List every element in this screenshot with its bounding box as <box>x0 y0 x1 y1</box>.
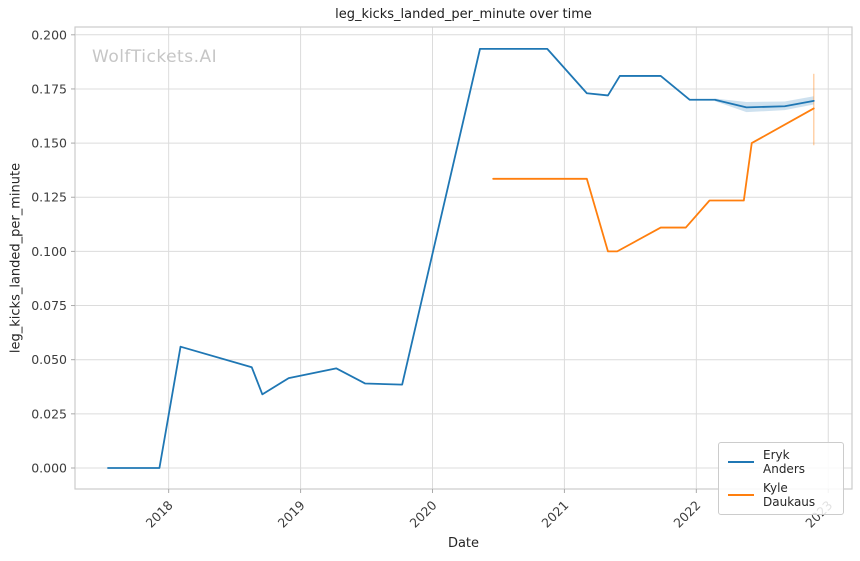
y-tick-label: 0.175 <box>31 81 67 96</box>
x-tick-label: 2018 <box>143 497 176 530</box>
y-tick-label: 0.050 <box>31 352 67 367</box>
legend-item: Eryk Anders <box>728 448 834 476</box>
series-line-eryk-anders <box>107 47 815 469</box>
legend-swatch-eryk-anders <box>728 461 754 463</box>
axes-spines <box>74 26 853 490</box>
legend-item: Kyle Daukaus <box>728 481 834 509</box>
y-tick-label: 0.200 <box>31 27 67 42</box>
chart-title: leg_kicks_landed_per_minute over time <box>335 7 592 22</box>
x-tick-label: 2021 <box>538 498 571 531</box>
y-tick-label: 0.000 <box>31 460 67 475</box>
legend-swatch-kyle-daukaus <box>728 494 754 496</box>
y-axis-label: leg_kicks_landed_per_minute <box>8 162 24 354</box>
y-tick-label: 0.150 <box>31 136 67 151</box>
x-tick-label: 2020 <box>407 497 440 530</box>
legend-label: Eryk Anders <box>763 448 805 476</box>
y-tick-label: 0.125 <box>31 190 67 205</box>
x-axis-label: Date <box>447 536 480 551</box>
y-tick-label: 0.025 <box>31 406 67 421</box>
x-tick-label: 2022 <box>670 498 703 531</box>
legend-label: Kyle Daukaus <box>763 481 816 509</box>
legend: Eryk Anders Kyle Daukaus <box>718 442 844 515</box>
x-tick-label: 2019 <box>275 497 308 530</box>
watermark: WolfTickets.AI <box>92 47 218 67</box>
series-line-kyle-daukaus <box>492 107 815 253</box>
y-tick-label: 0.075 <box>31 298 67 313</box>
confidence-band <box>714 96 814 113</box>
y-tick-label: 0.100 <box>31 244 67 259</box>
